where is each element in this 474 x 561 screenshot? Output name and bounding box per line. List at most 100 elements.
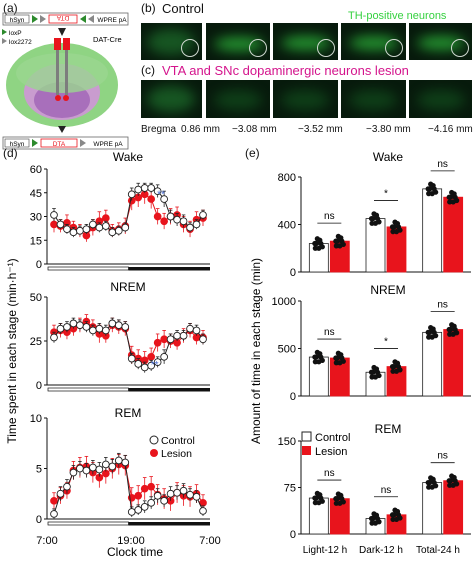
y-tick-label: 5 — [36, 464, 42, 476]
data-point-control — [108, 228, 117, 237]
micrograph-control-4 — [341, 23, 406, 60]
data-point-control — [153, 187, 162, 196]
data-point-lesion — [140, 484, 149, 493]
x-category-label: Total-24 h — [416, 545, 460, 556]
construct-top: hSyn DTA WPRE pA — [2, 12, 129, 26]
data-point-control — [153, 358, 162, 366]
individual-point — [450, 331, 456, 337]
dark-phase-bar — [128, 267, 210, 271]
significance-label: ns — [324, 327, 335, 338]
micrograph-control-2 — [206, 23, 270, 60]
panel-b-title: Control — [162, 1, 204, 16]
data-point-control — [134, 360, 143, 368]
individual-point — [316, 500, 322, 506]
bar-chart-rem: 0 75 150 REM ns ns ns — [278, 422, 471, 541]
data-point-control — [63, 482, 71, 491]
legend-control-label: Control — [161, 435, 195, 447]
y-tick-label: 0 — [36, 259, 42, 271]
individual-point — [389, 224, 396, 230]
y-tick-label: 0 — [290, 391, 296, 403]
panel-e-ylabel: Amount of time in each stage (min) — [249, 258, 263, 444]
individual-point — [393, 229, 400, 235]
significance-label: ns — [381, 485, 392, 496]
data-point-lesion — [50, 220, 58, 229]
individual-point — [451, 323, 457, 329]
individual-point — [430, 326, 436, 332]
data-point-lesion — [101, 214, 110, 222]
significance-annotation: ** — [157, 190, 165, 201]
individual-point — [373, 366, 380, 372]
data-point-control — [108, 319, 117, 328]
individual-point — [368, 215, 375, 222]
data-point-lesion — [147, 482, 156, 491]
data-point-control — [101, 460, 110, 469]
individual-point — [389, 363, 396, 370]
data-point-control — [179, 217, 188, 226]
construct-bottom: hSyn DTA WPRE pA — [2, 136, 129, 150]
individual-point — [372, 520, 379, 526]
lox2272-icon — [40, 15, 46, 23]
data-point-control — [179, 486, 188, 495]
panel-d-xlabel: Clock time — [107, 545, 163, 559]
data-point-control — [89, 463, 97, 472]
data-point-control — [166, 335, 175, 344]
data-point-control — [56, 220, 65, 229]
data-point-control — [192, 220, 201, 229]
bar-chart-wake: 0 400 800 Wake ns * ns — [278, 150, 471, 279]
micrograph-lesion-5 — [409, 80, 472, 118]
line-chart-rem: 0 5 10 REM — [30, 406, 210, 526]
chart-title: NREM — [370, 283, 405, 297]
bar-lesion — [443, 329, 464, 397]
micrograph-lesion-1 — [141, 80, 202, 118]
data-point-control — [76, 226, 84, 235]
bar-control — [422, 188, 443, 273]
legend-lesion-swatch — [302, 446, 311, 455]
line-chart-nrem: 0 25 50 NREM ** — [30, 280, 210, 392]
data-point-control — [50, 333, 58, 342]
dark-phase-bar — [128, 522, 210, 526]
individual-point — [338, 492, 344, 499]
data-point-control — [160, 352, 168, 361]
legend-lesion-marker — [150, 449, 158, 457]
data-point-control — [56, 489, 65, 498]
micrograph-control-1 — [141, 23, 202, 60]
micrograph-lesion-3 — [273, 80, 338, 118]
individual-point — [316, 245, 322, 251]
chart-title: NREM — [110, 280, 145, 294]
line-chart-wake: 0 15 30 45 60 Wake ** — [30, 150, 210, 271]
individual-point — [316, 359, 322, 365]
individual-point — [317, 492, 323, 498]
legend-control-label: Control — [315, 432, 350, 444]
panel-e-bar-charts: Amount of time in each stage (min) Light… — [249, 150, 471, 556]
data-point-control — [160, 496, 168, 505]
data-point-control — [153, 491, 162, 500]
data-point-control — [69, 319, 78, 328]
data-point-control — [192, 326, 201, 335]
individual-point — [446, 478, 452, 484]
data-point-control — [166, 212, 175, 221]
individual-point — [430, 182, 436, 189]
data-point-control — [127, 354, 136, 363]
panel-b-stain-label: TH-positive neurons — [348, 10, 447, 22]
individual-point — [312, 495, 318, 501]
bar-control — [422, 482, 443, 535]
data-point-control — [147, 498, 156, 507]
individual-point — [373, 512, 380, 518]
y-tick-label: 500 — [278, 344, 296, 356]
individual-point — [372, 220, 379, 226]
x-category-label: Light-12 h — [303, 545, 347, 556]
individual-point — [450, 199, 456, 205]
data-point-control — [199, 507, 207, 515]
legend-lesion-label: Lesion — [161, 448, 192, 460]
chart-title: REM — [115, 406, 142, 420]
mouse-line-label: DAT-Cre — [93, 35, 122, 44]
significance-label: ns — [437, 300, 448, 311]
data-point-control — [186, 324, 194, 333]
individual-point — [333, 355, 339, 361]
micrograph-lesion-2 — [206, 80, 270, 118]
panel-d-ylabel: Time spent in each stage (min·h⁻¹) — [5, 258, 19, 443]
construct-top-gene: DTA — [56, 14, 69, 21]
bregma-value-3: −3.52 mm — [298, 124, 343, 135]
data-point-control — [76, 464, 84, 473]
data-point-control — [140, 503, 149, 511]
